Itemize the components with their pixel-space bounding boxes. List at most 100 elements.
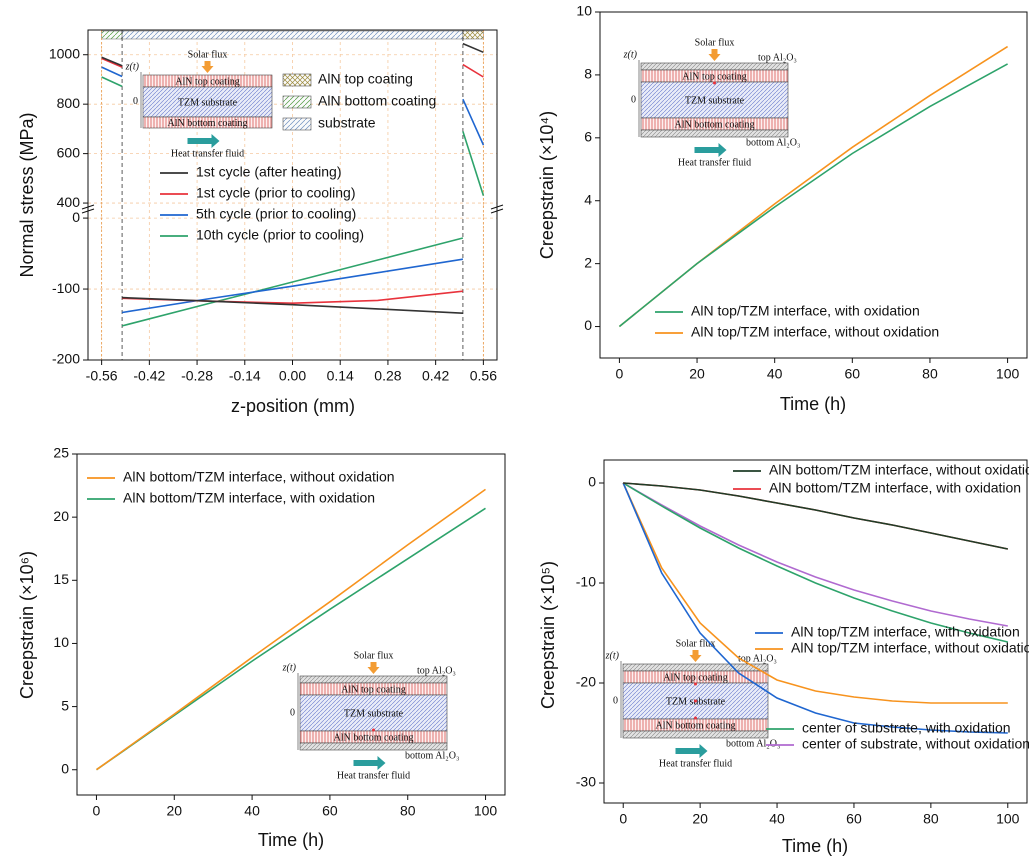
inset-label: bottom Al₂O₃ — [405, 750, 459, 761]
legend-label: center of substrate, without oxidation — [802, 736, 1029, 752]
y-tick-label: 20 — [53, 508, 69, 524]
inset-label: TZM substrate — [685, 95, 745, 106]
plot-frame — [603, 459, 1028, 804]
y-axis-label: Creepstrain (×10⁵) — [538, 561, 558, 709]
x-tick-label: 20 — [166, 803, 182, 819]
y-axis-label: Normal stress (MPa) — [17, 112, 37, 277]
inset-label: z(t) — [282, 662, 297, 673]
inset-layer — [142, 86, 273, 118]
y-tick-label: 8 — [584, 66, 592, 82]
legend-label: AlN bottom coating — [318, 93, 436, 109]
y-tick-label: 0 — [61, 760, 69, 776]
inset-label: Heat transfer fluid — [678, 157, 751, 168]
inset-layer — [299, 694, 448, 732]
legend-label: AlN top/TZM interface, with oxidation — [791, 624, 1020, 640]
x-axis-label: Time (h) — [258, 830, 324, 850]
inset-arrow — [689, 650, 702, 662]
region-bar — [101, 30, 123, 40]
inset-label: AlN top coating — [663, 672, 727, 683]
plot-frame — [599, 11, 1028, 359]
inset-label: 0 — [133, 96, 138, 107]
series-line — [101, 66, 485, 314]
legend-label: substrate — [318, 115, 376, 131]
x-tick-label: -0.56 — [86, 368, 118, 384]
inset-label: Solar flux — [354, 650, 394, 661]
legend-label: 1st cycle (prior to cooling) — [196, 185, 356, 201]
x-tick-label: 60 — [322, 803, 338, 819]
y-tick-label: -200 — [52, 351, 80, 367]
x-tick-label: -0.42 — [133, 368, 165, 384]
inset-label: 0 — [613, 695, 618, 706]
inset-layer — [299, 742, 448, 751]
inset-layer — [299, 675, 448, 684]
inset-label: AlN bottom coating — [656, 720, 736, 731]
x-axis-label: Time (h) — [780, 394, 846, 414]
x-tick-label: 0.28 — [374, 368, 401, 384]
inset-label: z(t) — [125, 61, 140, 72]
plot-frame — [87, 29, 498, 361]
inset-label: top Al₂O₃ — [758, 52, 797, 63]
y-tick-label: 400 — [57, 194, 81, 210]
legend-label: AlN top coating — [318, 71, 413, 87]
inset-layer — [622, 730, 769, 739]
series-line — [622, 482, 1008, 643]
inset-arrow — [708, 49, 721, 61]
y-tick-label: -30 — [576, 774, 596, 790]
legend-label: AlN top/TZM interface, with oxidation — [691, 303, 920, 319]
legend-label: center of substrate, with oxidation — [802, 720, 1011, 736]
x-tick-label: 100 — [474, 803, 498, 819]
legend-label: 1st cycle (after heating) — [196, 164, 342, 180]
inset-label: bottom Al₂O₃ — [726, 738, 780, 749]
x-tick-label: 40 — [244, 803, 260, 819]
inset-label: TZM substrate — [178, 97, 238, 108]
inset-label: TZM substrate — [344, 708, 404, 719]
y-tick-label: 10 — [53, 634, 69, 650]
inset-label: z(t) — [623, 49, 638, 60]
inset-label: Solar flux — [188, 49, 228, 60]
y-tick-label: 0 — [584, 317, 592, 333]
y-tick-label: 4 — [584, 191, 592, 207]
y-tick-label: 10 — [576, 3, 592, 19]
x-tick-label: 0 — [93, 803, 101, 819]
inset-label: Solar flux — [695, 37, 735, 48]
inset-layer — [142, 116, 273, 129]
inset-arrow — [675, 744, 708, 758]
x-tick-label: 0.00 — [279, 368, 306, 384]
legend-swatch — [282, 73, 312, 87]
x-tick-label: 80 — [400, 803, 416, 819]
series-line — [618, 63, 1008, 328]
inset-label: bottom Al₂O₃ — [746, 137, 800, 148]
x-tick-label: 60 — [845, 366, 861, 382]
y-axis-label: Creepstrain (×10⁴) — [537, 111, 557, 259]
y-tick-label: 800 — [57, 95, 81, 111]
inset-label: top Al₂O₃ — [417, 665, 456, 676]
x-tick-label: 40 — [767, 366, 783, 382]
x-tick-label: 0.56 — [470, 368, 497, 384]
inset-label: top Al₂O₃ — [738, 653, 777, 664]
x-axis-label: Time (h) — [782, 836, 848, 856]
inset-label: AlN top coating — [341, 684, 405, 695]
y-tick-label: 25 — [53, 445, 69, 461]
inset-arrow — [353, 756, 386, 770]
inset-dot — [694, 682, 697, 686]
x-tick-label: 80 — [922, 366, 938, 382]
x-tick-label: -0.14 — [229, 368, 261, 384]
legend-swatch — [282, 95, 312, 109]
x-tick-label: 0 — [616, 366, 624, 382]
inset-label: AlN bottom coating — [334, 732, 414, 743]
y-tick-label: 0 — [72, 209, 80, 225]
y-axis-label: Creepstrain (×10⁶) — [17, 551, 37, 699]
inset-label: AlN top coating — [682, 71, 746, 82]
series-line — [622, 482, 1008, 704]
inset-dot — [713, 81, 716, 85]
x-tick-label: 60 — [846, 811, 862, 827]
x-tick-label: 40 — [769, 811, 785, 827]
inset-layer — [640, 81, 789, 119]
inset-label: AlN bottom coating — [675, 119, 755, 130]
series-line — [622, 482, 1008, 734]
x-axis-label: z-position (mm) — [231, 396, 355, 416]
legend-label: AlN top/TZM interface, without oxidation — [791, 640, 1029, 656]
y-tick-label: 15 — [53, 571, 69, 587]
